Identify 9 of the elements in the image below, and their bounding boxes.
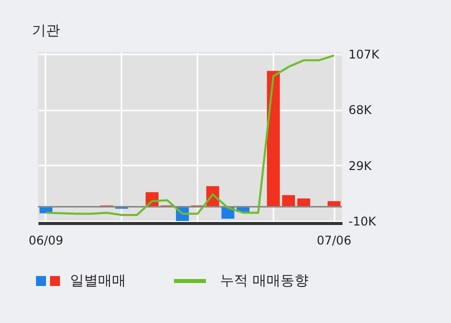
chart-title: 기관 xyxy=(32,23,60,39)
legend-label: 일별매매 xyxy=(70,272,126,290)
y-tick-label: -10K xyxy=(348,214,378,228)
legend-label: 누적 매매동향 xyxy=(220,272,308,290)
y-tick-label: 68K xyxy=(348,103,373,118)
y-tick-label: 107K xyxy=(348,48,380,62)
x-tick-label: 07/06 xyxy=(316,234,352,248)
x-tick-label: 06/09 xyxy=(28,234,64,248)
y-tick-label: 29K xyxy=(348,158,373,173)
